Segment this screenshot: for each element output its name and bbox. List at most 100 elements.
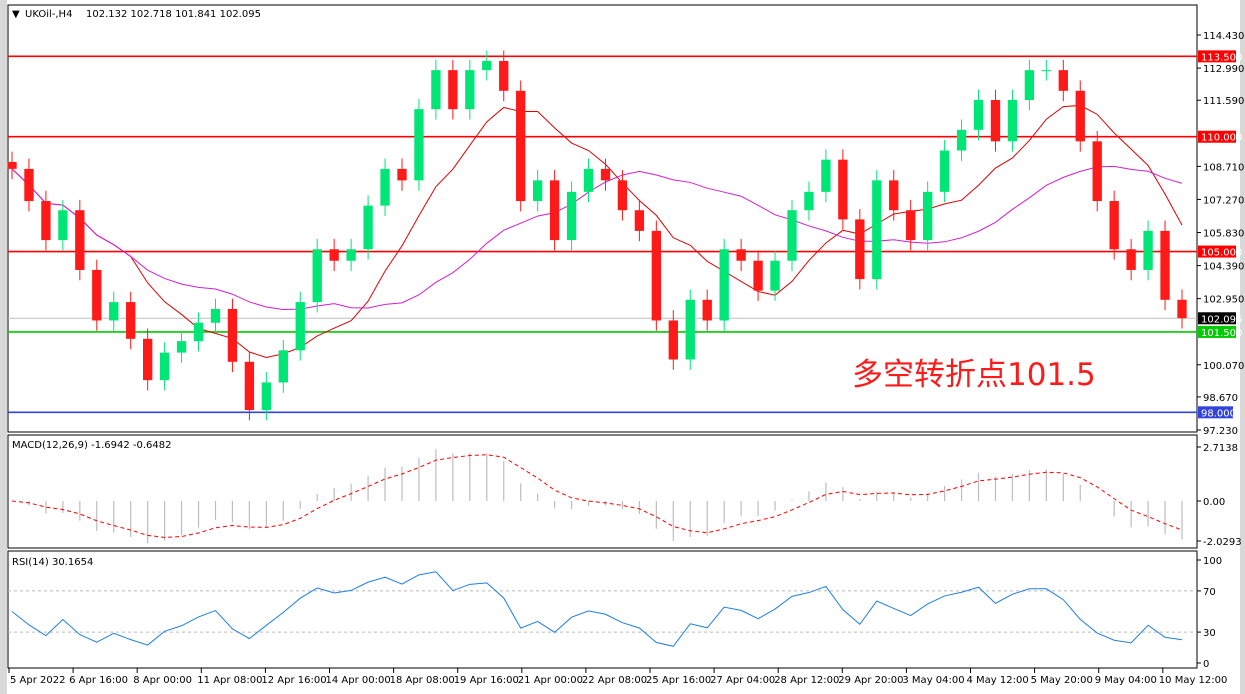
price-tick-label: 112.990 xyxy=(1203,64,1244,75)
candle-body xyxy=(872,180,882,280)
candle-body xyxy=(397,168,407,181)
time-tick-label: 5 Apr 2022 xyxy=(10,675,65,686)
candle-body xyxy=(329,249,339,261)
price-tick-label: 114.430 xyxy=(1203,31,1244,42)
candle-body xyxy=(956,129,967,151)
level-tag-label: 110.000 xyxy=(1201,133,1242,144)
candle-body xyxy=(804,191,814,211)
candle-body xyxy=(380,168,390,206)
candle-body xyxy=(922,191,933,241)
candle-body xyxy=(210,308,221,323)
price-tick-label: 111.590 xyxy=(1203,96,1244,107)
level-tag-label: 98.000 xyxy=(1201,408,1236,419)
main-series xyxy=(7,50,1197,421)
rsi-panel[interactable] xyxy=(7,550,1198,669)
ohlc-readout: 102.132 102.718 101.841 102.095 xyxy=(86,9,261,20)
candle-body xyxy=(465,70,475,110)
macd-tick-label: 0.00 xyxy=(1203,497,1225,508)
time-tick-label: 11 Apr 08:00 xyxy=(197,675,262,686)
candle-body xyxy=(566,191,577,241)
candle-body xyxy=(24,168,34,202)
candle-body xyxy=(532,180,543,202)
candle-body xyxy=(651,230,662,321)
price-tick-label: 108.710 xyxy=(1203,162,1244,173)
symbol-label: UKOil-,H4 xyxy=(25,9,72,20)
macd-signal-line xyxy=(11,454,1183,538)
level-tag-label: 105.000 xyxy=(1201,248,1242,259)
candle-body xyxy=(702,299,712,321)
candle-body xyxy=(448,70,458,110)
candle-body xyxy=(261,382,272,411)
time-tick-label: 25 Apr 16:00 xyxy=(646,675,711,686)
price-tick-label: 97.230 xyxy=(1203,426,1238,437)
time-tick-label: 21 Apr 00:00 xyxy=(518,675,583,686)
candle-body xyxy=(685,299,695,360)
rsi-tick-label: 100 xyxy=(1203,556,1222,567)
candle-body xyxy=(990,99,1001,142)
candle-body xyxy=(176,341,187,353)
candle-body xyxy=(1041,70,1052,72)
candle-body xyxy=(295,302,305,351)
price-tick-label: 100.070 xyxy=(1203,361,1244,372)
time-tick-label: 27 Apr 04:00 xyxy=(710,675,775,686)
candle-body xyxy=(75,210,85,270)
time-tick-label: 29 Apr 20:00 xyxy=(838,675,903,686)
price-tick-label: 104.390 xyxy=(1203,262,1244,273)
candle-body xyxy=(634,210,645,231)
time-tick-label: 3 May 04:00 xyxy=(902,675,964,686)
candle-body xyxy=(583,168,594,192)
macd-panel[interactable] xyxy=(7,434,1198,549)
time-tick-label: 5 May 20:00 xyxy=(1031,675,1093,686)
candle-body xyxy=(549,180,560,241)
time-tick-label: 10 May 12:00 xyxy=(1159,675,1228,686)
macd-series xyxy=(11,449,1183,544)
candle-body xyxy=(1075,90,1085,142)
current-price-label: 102.095 xyxy=(1201,314,1242,325)
candle-body xyxy=(431,70,441,110)
candle-body xyxy=(278,350,288,383)
level-tag xyxy=(1198,325,1236,338)
time-tick-label: 22 Apr 08:00 xyxy=(582,675,647,686)
candle-body xyxy=(159,352,170,381)
candle-body xyxy=(92,269,102,321)
price-tick-label: 107.270 xyxy=(1203,195,1244,206)
candle-body xyxy=(889,180,899,211)
candle-body xyxy=(7,161,17,169)
level-tag xyxy=(1198,406,1233,419)
candle-body xyxy=(787,210,797,261)
candle-body xyxy=(617,180,628,211)
time-tick-label: 28 Apr 12:00 xyxy=(774,675,839,686)
time-tick-label: 14 Apr 00:00 xyxy=(326,675,391,686)
macd-tick-label: 2.7138 xyxy=(1203,443,1238,454)
candle-body xyxy=(1177,299,1187,319)
candle-body xyxy=(753,260,763,291)
time-tick-label: 6 Apr 16:00 xyxy=(69,675,128,686)
candle-body xyxy=(312,249,322,303)
candle-body xyxy=(1024,70,1035,100)
time-tick-label: 8 Apr 00:00 xyxy=(133,675,192,686)
candle-body xyxy=(719,249,729,321)
candle-body xyxy=(1007,99,1018,142)
rsi-tick-label: 70 xyxy=(1203,587,1216,598)
time-tick-label: 18 Apr 08:00 xyxy=(390,675,455,686)
candle-body xyxy=(1126,249,1136,270)
macd-tick-label: -2.0293 xyxy=(1203,537,1242,548)
candle-body xyxy=(668,320,678,360)
axes: 113.500 110.000 105.000 101.500 98.000 102.09… xyxy=(8,31,1244,686)
price-tick-label: 98.670 xyxy=(1203,393,1238,404)
candle-body xyxy=(1092,141,1102,202)
main-panel[interactable] xyxy=(7,4,1198,433)
rsi-tick-label: 0 xyxy=(1203,659,1209,670)
price-tick-label: 105.830 xyxy=(1203,229,1244,240)
level-tag xyxy=(1198,50,1236,63)
level-tag-label: 101.500 xyxy=(1201,328,1242,339)
collapse-triangle-icon[interactable]: ▼ xyxy=(12,9,20,20)
price-tick-label: 102.950 xyxy=(1203,295,1244,306)
candle-body xyxy=(516,90,526,202)
candle-body xyxy=(939,150,950,192)
time-tick-label: 9 May 04:00 xyxy=(1095,675,1157,686)
candle-body xyxy=(906,210,916,241)
candle-body xyxy=(109,302,119,321)
